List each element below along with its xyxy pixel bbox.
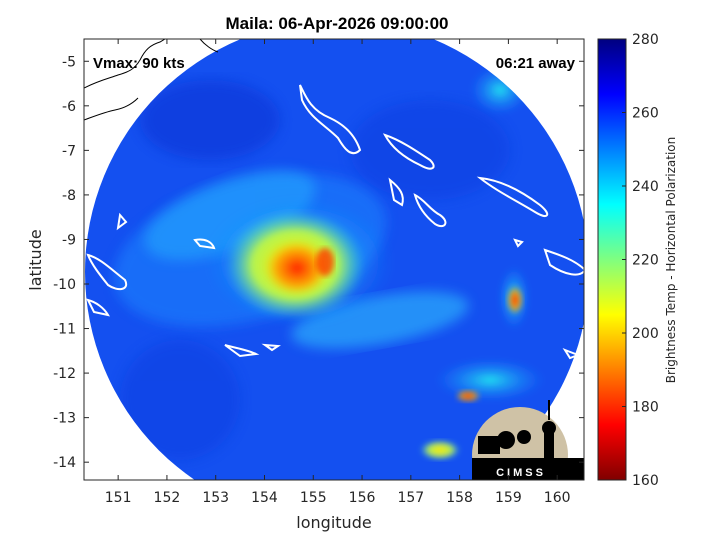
x-tick-label: 160 — [544, 490, 571, 506]
colorbar-tick-label: 280 — [632, 32, 659, 48]
y-tick-label: -14 — [53, 455, 76, 471]
x-axis-ticks: 151 152 153 154 155 156 157 158 159 160 — [105, 39, 571, 506]
y-tick-label: -12 — [53, 366, 76, 382]
y-tick-label: -5 — [62, 54, 76, 70]
y-tick-label: -8 — [62, 188, 76, 204]
time-away-annotation: 06:21 away — [496, 55, 576, 72]
x-tick-label: 152 — [154, 490, 181, 506]
colorbar-tick-label: 240 — [632, 179, 659, 195]
x-tick-label: 154 — [251, 490, 278, 506]
y-axis-label: latitude — [26, 229, 45, 290]
x-tick-label: 153 — [202, 490, 229, 506]
convection-cell-east — [507, 286, 523, 314]
colorbar-label: Brightness Temp - Horizontal Polarizatio… — [664, 137, 678, 384]
storm-eye-core — [264, 240, 330, 296]
cimss-logo: CIMSS — [472, 400, 584, 480]
y-tick-label: -11 — [53, 322, 76, 338]
convection-cell-southeast — [456, 390, 480, 402]
colorbar — [597, 38, 627, 481]
y-tick-label: -6 — [62, 99, 76, 115]
plot-area: CIMSS — [84, 39, 584, 480]
colorbar-ticks: 280 260 240 220 200 180 160 — [622, 32, 659, 489]
x-axis-label: longitude — [296, 513, 371, 532]
colorbar-tick-label: 220 — [632, 253, 659, 269]
y-tick-label: -9 — [62, 232, 76, 248]
x-tick-label: 151 — [105, 490, 132, 506]
colorbar-tick-label: 200 — [632, 326, 659, 342]
x-tick-label: 156 — [349, 490, 376, 506]
cimss-logo-text: CIMSS — [496, 467, 546, 479]
coastlines — [86, 84, 584, 360]
y-tick-label: -10 — [53, 277, 76, 293]
x-tick-label: 158 — [446, 490, 473, 506]
colorbar-tick-label: 180 — [632, 400, 659, 416]
colorbar-tick-label: 160 — [632, 473, 659, 489]
colorbar-tick-label: 260 — [632, 106, 659, 122]
y-tick-label: -7 — [62, 143, 76, 159]
x-tick-label: 159 — [495, 490, 522, 506]
y-axis-ticks: -5 -6 -7 -8 -9 -10 -11 -12 -13 -14 — [53, 54, 584, 471]
vmax-annotation: Vmax: 90 kts — [93, 55, 185, 72]
chart-title: Maila: 06-Apr-2026 09:00:00 — [225, 14, 448, 33]
x-tick-label: 155 — [300, 490, 327, 506]
x-tick-label: 157 — [397, 490, 424, 506]
axes-frame — [83, 38, 585, 481]
landmass-outline — [84, 39, 219, 121]
y-tick-label: -13 — [53, 411, 76, 427]
